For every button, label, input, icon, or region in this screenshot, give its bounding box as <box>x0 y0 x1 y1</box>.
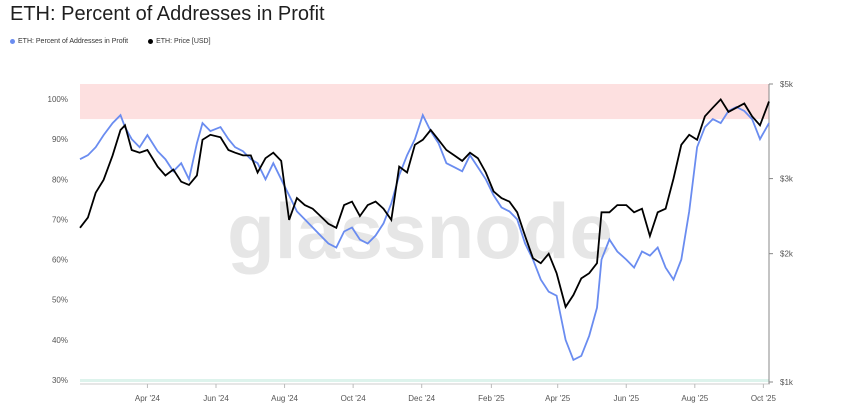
lower-band <box>80 379 769 382</box>
x-tick-label: Apr '24 <box>135 394 161 403</box>
y-right-tick-label: $5k <box>780 80 794 89</box>
series-line-profit <box>79 105 770 362</box>
legend-marker-profit <box>10 39 15 44</box>
legend-marker-price <box>148 39 154 44</box>
legend-item-price[interactable]: ETH: Price [USD] <box>148 38 211 45</box>
x-tick-label: Apr '25 <box>545 394 571 403</box>
x-tick-label: Oct '25 <box>751 394 777 403</box>
y-left-tick-label: 30% <box>52 376 68 385</box>
upper-band <box>80 84 769 120</box>
y-left-tick-label: 80% <box>52 175 68 184</box>
y-left-tick-label: 90% <box>52 135 68 144</box>
series-line-price <box>79 97 770 310</box>
x-tick-label: Feb '25 <box>478 394 505 403</box>
y-right-tick-label: $3k <box>780 175 794 184</box>
y-left-tick-label: 100% <box>48 95 68 104</box>
watermark: glassnode <box>227 187 613 275</box>
y-left-tick-label: 70% <box>52 215 68 224</box>
x-tick-label: Aug '24 <box>271 394 298 403</box>
legend-item-profit[interactable]: ETH: Percent of Addresses in Profit <box>10 38 128 45</box>
x-tick-label: Jun '25 <box>613 394 639 403</box>
legend-label-profit: ETH: Percent of Addresses in Profit <box>18 38 129 45</box>
x-tick-label: Jun '24 <box>203 394 229 403</box>
y-right-tick-label: $2k <box>780 250 794 259</box>
legend-label-price: ETH: Price [USD] <box>156 38 211 45</box>
x-tick-label: Dec '24 <box>408 394 435 403</box>
x-tick-label: Oct '24 <box>341 394 367 403</box>
y-left-tick-label: 40% <box>52 336 68 345</box>
y-left-tick-label: 50% <box>52 296 68 305</box>
chart-title: ETH: Percent of Addresses in Profit <box>10 3 325 25</box>
chart-legend: ETH: Percent of Addresses in Profit ETH:… <box>10 38 211 45</box>
y-left-tick-label: 60% <box>52 256 68 265</box>
x-tick-label: Aug '25 <box>681 394 708 403</box>
y-right-tick-label: $1k <box>780 378 794 387</box>
